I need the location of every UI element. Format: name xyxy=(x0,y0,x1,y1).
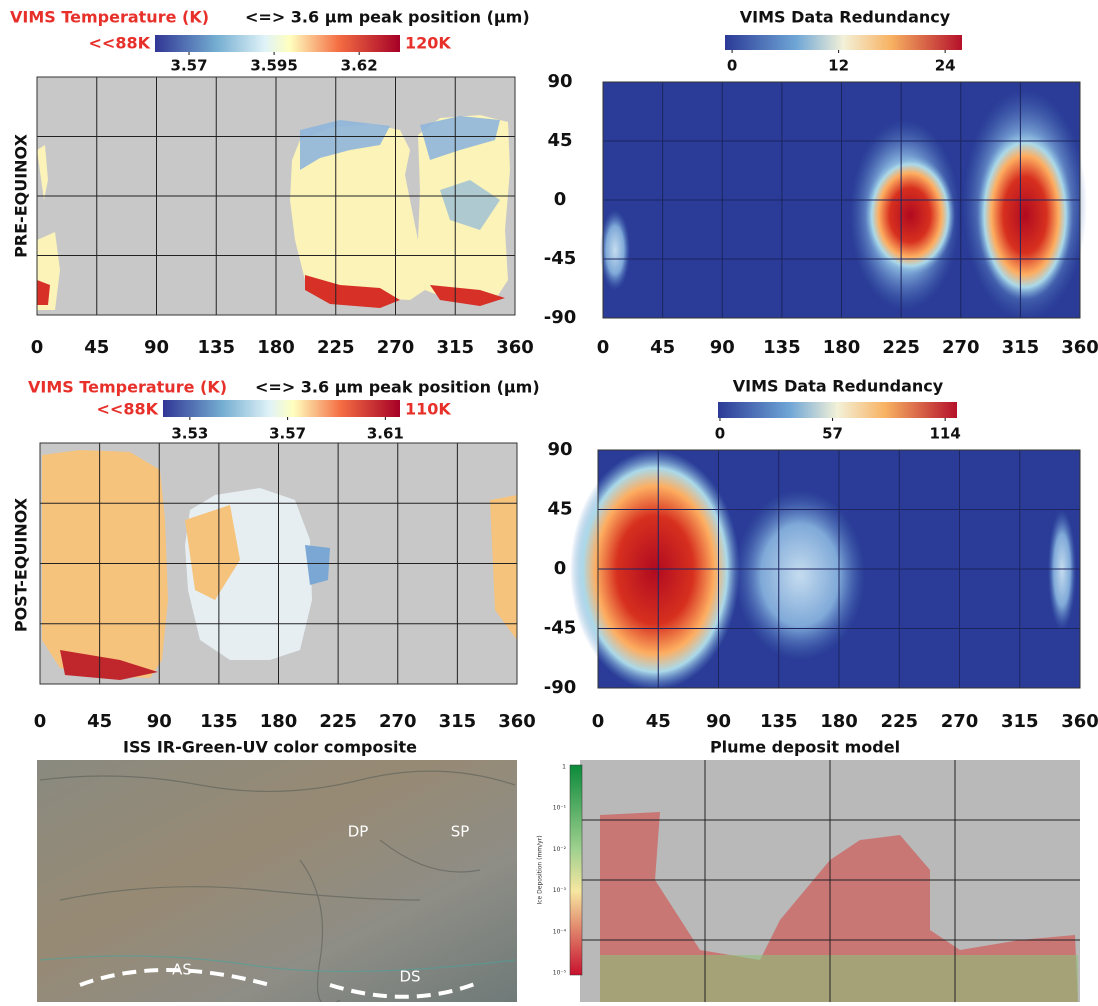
x-tick-label: 0 xyxy=(31,337,44,358)
side-label: PRE-EQUINOX xyxy=(12,133,31,258)
x-tick-label: 225 xyxy=(882,337,920,358)
y-tick-label: 0 xyxy=(554,558,567,579)
title: VIMS Data Redundancy xyxy=(740,8,951,27)
colorbar-tick-label: 3.53 xyxy=(171,425,208,443)
x-tick-label: 90 xyxy=(147,711,172,732)
page: {"panels":[ {"title_parts":["VIMS Temper… xyxy=(0,0,1098,1002)
image xyxy=(37,760,517,1002)
colorbar-tick-label: 114 xyxy=(929,425,960,443)
colorbar-tick-label: 3.61 xyxy=(367,425,404,443)
colorbar-tick-label: 0 xyxy=(715,425,725,443)
colorbar-tick-label: 24 xyxy=(935,57,956,75)
y-tick-label: 90 xyxy=(547,71,572,92)
x-tick-label: 225 xyxy=(880,711,918,732)
cbar-min-label: <<88K xyxy=(89,34,151,53)
side-label: POST-EQUINOX xyxy=(12,497,31,632)
x-tick-label: 360 xyxy=(496,337,534,358)
x-tick-label: 270 xyxy=(941,711,979,732)
title: Plume deposit model xyxy=(710,738,900,757)
colorbar xyxy=(570,765,582,975)
x-tick-label: 315 xyxy=(436,337,474,358)
colorbar-label: 10⁻² xyxy=(553,846,567,853)
cbar-min-label: <<88K xyxy=(97,400,159,419)
feature-label: DS xyxy=(399,968,420,986)
x-tick-label: 0 xyxy=(597,337,610,358)
title-red: VIMS Temperature (K) xyxy=(28,378,227,397)
y-tick-label: 45 xyxy=(547,130,572,151)
x-tick-label: 0 xyxy=(34,711,47,732)
x-tick-label: 180 xyxy=(823,337,861,358)
y-tick-label: -90 xyxy=(544,307,577,328)
colorbar-tick-label: 3.57 xyxy=(171,57,208,75)
x-tick-label: 45 xyxy=(646,711,671,732)
cbar-max-label: 110K xyxy=(405,400,451,419)
colorbar-title: Ice Deposition (mm/yr) xyxy=(537,835,544,904)
colorbar-labels: 1 10⁻¹ 10⁻² 10⁻³ 10⁻⁴ 10⁻⁵ xyxy=(553,764,567,977)
y-tick-label: -45 xyxy=(544,618,577,639)
x-tick-label: 225 xyxy=(319,711,357,732)
x-tick-label: 135 xyxy=(200,711,238,732)
colorbar xyxy=(718,402,957,418)
x-tick-label: 90 xyxy=(706,711,731,732)
colorbar xyxy=(725,35,962,50)
x-tick-label: 270 xyxy=(377,337,415,358)
title-red: VIMS Temperature (K) xyxy=(10,8,209,27)
x-tick-label: 270 xyxy=(379,711,417,732)
y-tick-label: 90 xyxy=(547,439,572,460)
title: <=> 3.6 µm peak position (µm) xyxy=(255,378,540,397)
colorbar-tick-label: 3.595 xyxy=(250,57,297,75)
x-tick-label: 90 xyxy=(710,337,735,358)
x-tick-label: 90 xyxy=(144,337,169,358)
x-tick-label: 135 xyxy=(760,711,798,732)
colorbar xyxy=(163,400,400,417)
colorbar-label: 1 xyxy=(562,764,566,771)
y-tick-label: 0 xyxy=(554,189,567,210)
colorbar-tick-label: 3.62 xyxy=(341,57,378,75)
x-tick-label: 180 xyxy=(260,711,298,732)
x-tick-label: 360 xyxy=(498,711,536,732)
x-tick-label: 135 xyxy=(197,337,235,358)
colorbar-tick-label: 12 xyxy=(828,57,849,75)
x-tick-label: 135 xyxy=(763,337,801,358)
figure: VIMS Temperature (K) <=> 3.6 µm peak pos… xyxy=(0,0,1098,1002)
colorbar-tick-label: 57 xyxy=(822,425,843,443)
x-tick-label: 315 xyxy=(1001,711,1039,732)
x-tick-label: 270 xyxy=(942,337,980,358)
colorbar-label: 10⁻³ xyxy=(553,887,567,894)
x-tick-label: 180 xyxy=(257,337,295,358)
y-tick-label: -45 xyxy=(544,248,577,269)
colorbar-label: 10⁻¹ xyxy=(553,805,567,812)
colorbar xyxy=(155,35,400,52)
x-tick-label: 0 xyxy=(592,711,605,732)
x-tick-label: 180 xyxy=(820,711,858,732)
x-tick-label: 225 xyxy=(317,337,355,358)
colorbar-tick-label: 3.57 xyxy=(269,425,306,443)
colorbar-tick-label: 0 xyxy=(727,57,737,75)
cbar-max-label: 120K xyxy=(405,34,451,53)
feature-label: AS xyxy=(172,961,192,979)
title: VIMS Data Redundancy xyxy=(733,377,944,396)
x-tick-label: 45 xyxy=(87,711,112,732)
y-tick-label: 45 xyxy=(547,499,572,520)
x-tick-label: 360 xyxy=(1061,711,1098,732)
title: ISS IR-Green-UV color composite xyxy=(123,738,417,757)
x-tick-label: 315 xyxy=(439,711,477,732)
colorbar-label: 10⁻⁴ xyxy=(553,928,567,935)
x-tick-label: 45 xyxy=(84,337,109,358)
feature-label: DP xyxy=(348,823,369,841)
colorbar-label: 10⁻⁵ xyxy=(553,970,567,977)
x-tick-label: 315 xyxy=(1002,337,1040,358)
title: <=> 3.6 µm peak position (µm) xyxy=(245,8,530,27)
x-tick-label: 360 xyxy=(1061,337,1098,358)
x-tick-label: 45 xyxy=(650,337,675,358)
y-tick-label: -90 xyxy=(544,677,577,698)
feature-label: SP xyxy=(451,823,470,841)
